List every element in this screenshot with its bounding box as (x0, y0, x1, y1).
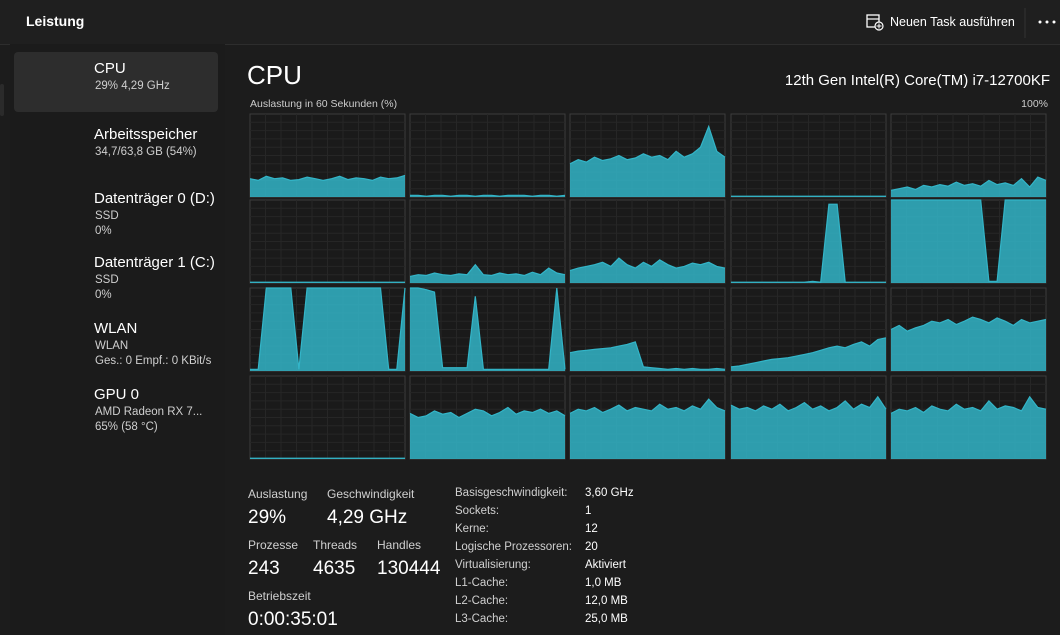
graph-line (409, 263, 566, 277)
item-name[interactable]: CPU (94, 60, 126, 77)
stat-label: Geschwindigkeit (327, 487, 415, 501)
item-detail: 65% (58 °C) (95, 421, 158, 433)
graph-line (410, 194, 566, 197)
graph-area (570, 126, 725, 197)
spec-value: 1 (585, 505, 592, 517)
graph-area (731, 337, 886, 371)
new-task-icon[interactable] (866, 14, 884, 31)
graph-line (890, 316, 1047, 332)
spec-label: Logische Prozessoren: (455, 541, 572, 553)
spec-label: L1-Cache: (455, 577, 509, 589)
spec-label: Basisgeschwindigkeit: (455, 487, 568, 499)
stat-label: Threads (313, 538, 358, 552)
graph-line (569, 257, 726, 272)
item-detail: 34,7/63,8 GB (54%) (95, 146, 197, 158)
graph-line (410, 287, 566, 370)
spec-value: 1,0 MB (585, 577, 622, 589)
graph-area (731, 396, 886, 459)
graph-line (249, 174, 406, 182)
spec-value: Aktiviert (585, 559, 626, 571)
item-detail: SSD (95, 210, 119, 222)
spec-label: L2-Cache: (455, 595, 509, 607)
selected-item[interactable] (14, 52, 218, 112)
graph-area (250, 288, 405, 371)
item-detail: 29% 4,29 GHz (95, 80, 170, 92)
spec-value: 25,0 MB (585, 613, 628, 625)
main-title: CPU (247, 60, 302, 90)
stat-value: 4635 (313, 558, 356, 579)
stat-label: Prozesse (248, 538, 299, 552)
spec-value: 12 (585, 523, 598, 535)
graph-area (570, 341, 725, 371)
spec-label: Sockets: (455, 505, 500, 517)
spec-value: 20 (585, 541, 598, 553)
graph-line (731, 203, 886, 283)
graph-area (410, 407, 565, 459)
item-name[interactable]: WLAN (94, 320, 138, 337)
graph-line (890, 176, 1047, 191)
spec-label: Virtualisierung: (455, 559, 531, 571)
stat-value: 29% (248, 507, 287, 528)
stat-label: Auslastung (248, 487, 308, 501)
graph-line (569, 341, 726, 370)
graph-max: 100% (1021, 98, 1048, 110)
item-detail: Ges.: 0 Empf.: 0 KBit/s (95, 355, 212, 367)
sidebar (10, 44, 225, 635)
graph-line (730, 337, 887, 368)
stat-value: 4,29 GHz (327, 507, 408, 528)
graph-caption: Auslastung in 60 Sekunden (%) (250, 98, 398, 110)
item-detail: AMD Radeon RX 7... (95, 406, 203, 418)
item-name[interactable]: Arbeitsspeicher (94, 126, 198, 143)
new-task-button[interactable]: Neuen Task ausführen (890, 15, 1015, 29)
stat-value: 130444 (377, 558, 441, 579)
title-bar (0, 0, 1060, 45)
graph-area (891, 396, 1046, 459)
stat-value: 0:00:35:01 (248, 609, 338, 630)
item-detail: WLAN (95, 340, 129, 352)
graph-area (891, 177, 1046, 197)
graph-area (891, 200, 1046, 283)
graph-area (250, 175, 405, 197)
graph-area (891, 317, 1046, 371)
item-detail: 0% (95, 225, 112, 237)
spec-value: 3,60 GHz (585, 487, 634, 499)
more-menu[interactable] (1038, 20, 1056, 24)
graph-line (730, 395, 887, 412)
spec-label: L3-Cache: (455, 613, 509, 625)
item-detail: 0% (95, 289, 112, 301)
nav-edge (0, 84, 4, 116)
graph-line (890, 395, 1047, 414)
graph-line (250, 287, 406, 370)
item-name[interactable]: Datenträger 0 (D:) (94, 190, 215, 207)
item-name[interactable]: GPU 0 (94, 386, 140, 403)
stat-value: 243 (248, 558, 280, 579)
page-title: Leistung (26, 13, 85, 29)
item-detail: SSD (95, 274, 119, 286)
graph-area (570, 399, 725, 459)
graph-line (891, 199, 1046, 282)
cpu-model: 12th Gen Intel(R) Core(TM) i7-12700KF (784, 72, 1050, 89)
spec-label: Kerne: (455, 523, 489, 535)
graph-line (409, 406, 566, 419)
graph-line (569, 124, 726, 165)
graph-line (569, 398, 726, 414)
stat-label: Betriebszeit (248, 589, 311, 603)
item-name[interactable]: Datenträger 1 (C:) (94, 254, 215, 271)
spec-value: 12,0 MB (585, 595, 628, 607)
stat-label: Handles (377, 538, 422, 552)
graph-area (570, 258, 725, 283)
graph-area (410, 264, 565, 283)
